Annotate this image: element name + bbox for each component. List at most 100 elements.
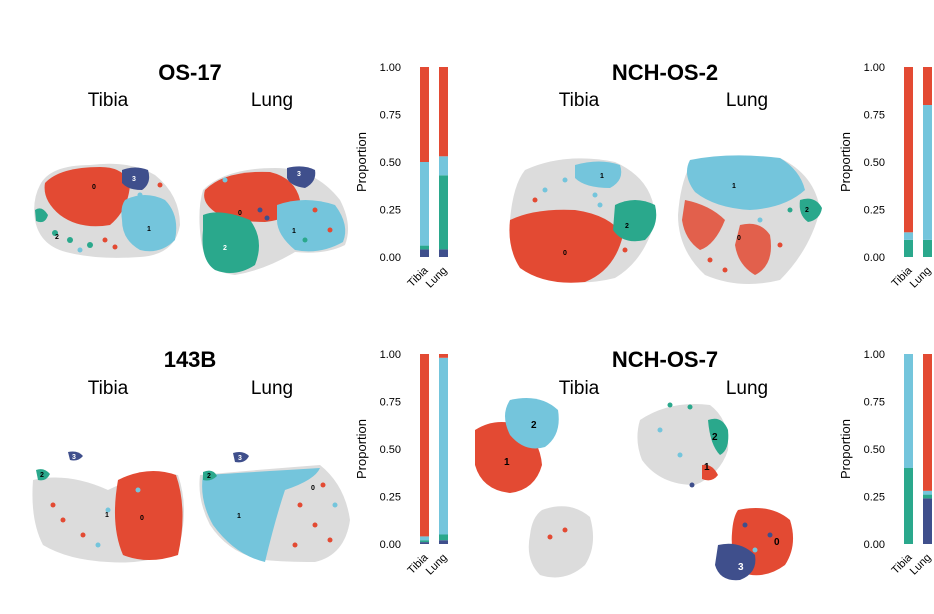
y-tick-label: 1.00	[864, 62, 885, 74]
y-axis-label: Proportion	[838, 419, 853, 479]
x-tick-label: Lung	[424, 265, 450, 291]
bar-segment-cluster-3	[923, 498, 932, 544]
svg-text:0: 0	[737, 235, 741, 242]
bar-segment-cluster-2	[439, 534, 448, 541]
umap-143b-lung: 0 1 2 3	[199, 452, 350, 562]
svg-text:1: 1	[292, 228, 296, 235]
x-tick-label: Lung	[908, 552, 934, 578]
svg-text:3: 3	[132, 176, 136, 183]
y-tick-label: 0.50	[864, 157, 885, 169]
y-tick-label: 0.75	[864, 110, 885, 122]
panel-title-nchos2: NCH-OS-2	[611, 60, 719, 85]
bar-segment-cluster-1	[904, 354, 913, 468]
svg-text:2: 2	[712, 432, 718, 443]
y-tick-label: 0.75	[864, 397, 885, 409]
svg-text:1: 1	[600, 173, 604, 180]
y-axis-label: Proportion	[354, 132, 369, 192]
panel-title-nchos7: NCH-OS-7	[611, 347, 719, 372]
bar-segment-cluster-1	[439, 156, 448, 176]
y-tick-label: 0.25	[864, 492, 885, 504]
bar-segment-cluster-3	[439, 249, 448, 257]
svg-text:2: 2	[55, 234, 59, 241]
panel-title-143b: 143B	[163, 347, 217, 372]
svg-text:1: 1	[732, 183, 736, 190]
y-tick-label: 0.75	[380, 397, 401, 409]
bar-segment-cluster-0	[420, 67, 429, 162]
svg-text:3: 3	[738, 562, 744, 573]
y-tick-label: 0.00	[864, 252, 885, 264]
tissue-label-tibia: Tibia	[87, 378, 129, 399]
y-tick-label: 0.25	[864, 205, 885, 217]
bar-segment-cluster-0	[439, 67, 448, 157]
svg-text:2: 2	[805, 207, 809, 214]
bar-segment-cluster-3	[420, 249, 429, 257]
tissue-label-tibia: Tibia	[87, 90, 129, 111]
y-tick-label: 0.50	[380, 444, 401, 456]
umap-nchos7-lung: 1 2 0 3	[637, 402, 794, 581]
svg-text:3: 3	[72, 454, 76, 461]
y-axis-label: Proportion	[838, 132, 853, 192]
bar-segment-cluster-3	[420, 542, 429, 544]
y-tick-label: 0.50	[864, 444, 885, 456]
bar-segment-cluster-1	[923, 490, 932, 495]
y-tick-label: 0.25	[380, 205, 401, 217]
y-tick-label: 0.00	[380, 252, 401, 264]
svg-text:2: 2	[625, 223, 629, 230]
bar-segment-cluster-1	[923, 105, 932, 240]
svg-text:0: 0	[140, 515, 144, 522]
svg-text:0: 0	[238, 210, 242, 217]
bar-segment-cluster-0	[904, 67, 913, 233]
svg-text:0: 0	[92, 184, 96, 191]
svg-text:3: 3	[297, 171, 301, 178]
bar-segment-cluster-2	[420, 245, 429, 250]
y-tick-label: 1.00	[380, 349, 401, 361]
umap-nchos2-lung: 1 0 2	[678, 155, 822, 284]
bar-segment-cluster-0	[923, 67, 932, 105]
tissue-label-lung: Lung	[250, 378, 294, 399]
svg-text:1: 1	[504, 457, 510, 468]
bar-segment-cluster-2	[904, 468, 913, 544]
y-axis-label: Proportion	[354, 419, 369, 479]
tissue-label-lung: Lung	[725, 90, 769, 111]
y-tick-label: 0.75	[380, 110, 401, 122]
svg-text:1: 1	[147, 226, 151, 233]
bar-segment-cluster-2	[904, 239, 913, 257]
umap-os17-tibia: 0 1 2 3	[34, 163, 180, 258]
svg-text:1: 1	[237, 513, 241, 520]
bar-segment-cluster-1	[420, 162, 429, 246]
bar-segment-cluster-3	[439, 540, 448, 544]
bar-segment-cluster-1	[439, 357, 448, 535]
umap-nchos7-tibia: 1 2	[475, 397, 594, 578]
svg-text:2: 2	[40, 472, 44, 479]
bar-segment-cluster-1	[904, 232, 913, 240]
bar-segment-cluster-1	[420, 536, 429, 541]
umap-143b-tibia: 0 1 2 3	[32, 451, 184, 563]
tissue-label-lung: Lung	[725, 378, 769, 399]
bar-segment-cluster-2	[420, 540, 429, 543]
y-tick-label: 0.00	[380, 539, 401, 551]
svg-text:3: 3	[238, 455, 242, 462]
svg-text:0: 0	[774, 537, 780, 548]
svg-text:0: 0	[311, 485, 315, 492]
svg-text:0: 0	[563, 250, 567, 257]
bar-segment-cluster-0	[439, 354, 448, 358]
tissue-label-tibia: Tibia	[558, 90, 600, 111]
bar-segment-cluster-2	[923, 494, 932, 499]
panel-title-os17: OS-17	[158, 60, 222, 85]
y-tick-label: 0.00	[864, 539, 885, 551]
svg-text:1: 1	[704, 462, 710, 473]
umap-os17-lung: 0 1 2 3	[199, 166, 349, 275]
svg-text:2: 2	[223, 245, 227, 252]
bar-segment-cluster-0	[923, 354, 932, 491]
bar-segment-cluster-2	[923, 239, 932, 257]
tissue-label-tibia: Tibia	[558, 378, 600, 399]
y-tick-label: 1.00	[864, 349, 885, 361]
x-tick-label: Lung	[908, 265, 934, 291]
svg-text:1: 1	[105, 512, 109, 519]
y-tick-label: 0.25	[380, 492, 401, 504]
y-tick-label: 0.50	[380, 157, 401, 169]
